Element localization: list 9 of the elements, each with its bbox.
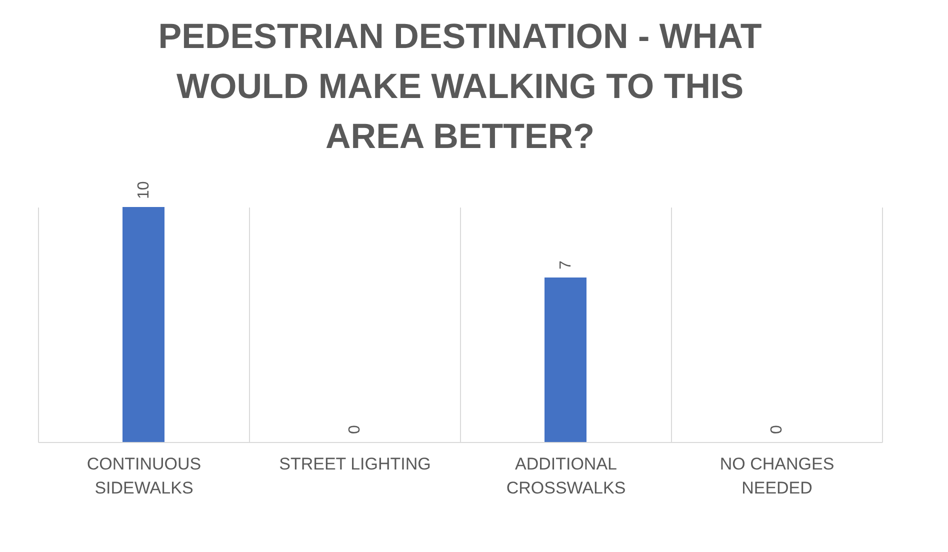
x-tick-label: CONTINUOUS SIDEWALKS (86, 454, 202, 498)
x-tick-label: NO CHANGES NEEDED (720, 454, 834, 498)
data-label: 0 (768, 425, 786, 434)
x-tick-label: STREET LIGHTING (279, 454, 431, 474)
data-label: 0 (346, 425, 364, 434)
data-label: 10 (136, 181, 152, 199)
data-label: 7 (558, 260, 574, 270)
chart-title: PEDESTRIAN DESTINATION - WHAT WOULD MAKE WALKING TO THIS AREA BETTER? (158, 17, 762, 156)
x-tick-label: ADDITIONAL CROSSWALKS (506, 454, 626, 498)
